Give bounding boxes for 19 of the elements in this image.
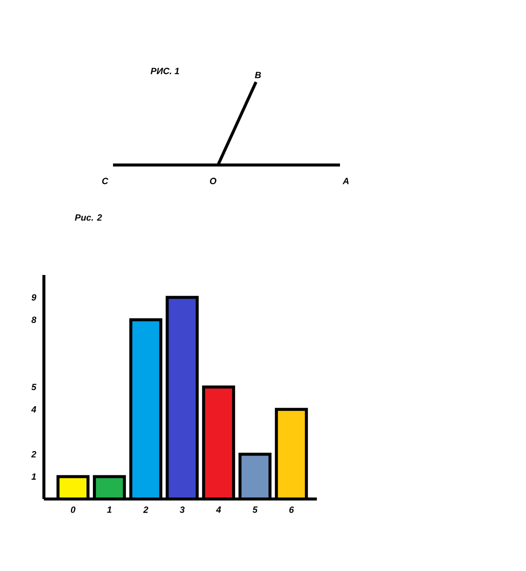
text: O xyxy=(210,178,216,184)
x-tick-label: 6 xyxy=(289,506,294,513)
y-tick-label: 5 xyxy=(31,384,36,390)
x-tick-label: 1 xyxy=(107,506,112,513)
y-tick-label: 4 xyxy=(31,406,36,412)
x-tick-label: 2 xyxy=(143,506,148,513)
text: РИС. 1 xyxy=(150,68,179,74)
y-tick-label: 8 xyxy=(31,316,36,323)
y-tick-label: 1 xyxy=(31,474,36,480)
chart-title: Рис. 2 xyxy=(74,214,102,221)
x-tick-label: 4 xyxy=(216,506,221,513)
text: A xyxy=(342,178,349,184)
text: B xyxy=(254,72,261,78)
text: C xyxy=(102,178,108,184)
y-tick-label: 9 xyxy=(32,294,36,301)
x-tick-label: 3 xyxy=(180,506,185,513)
y-tick-label: 2 xyxy=(31,451,36,458)
x-tick-label: 5 xyxy=(252,506,258,513)
x-tick-label: 0 xyxy=(70,506,76,513)
